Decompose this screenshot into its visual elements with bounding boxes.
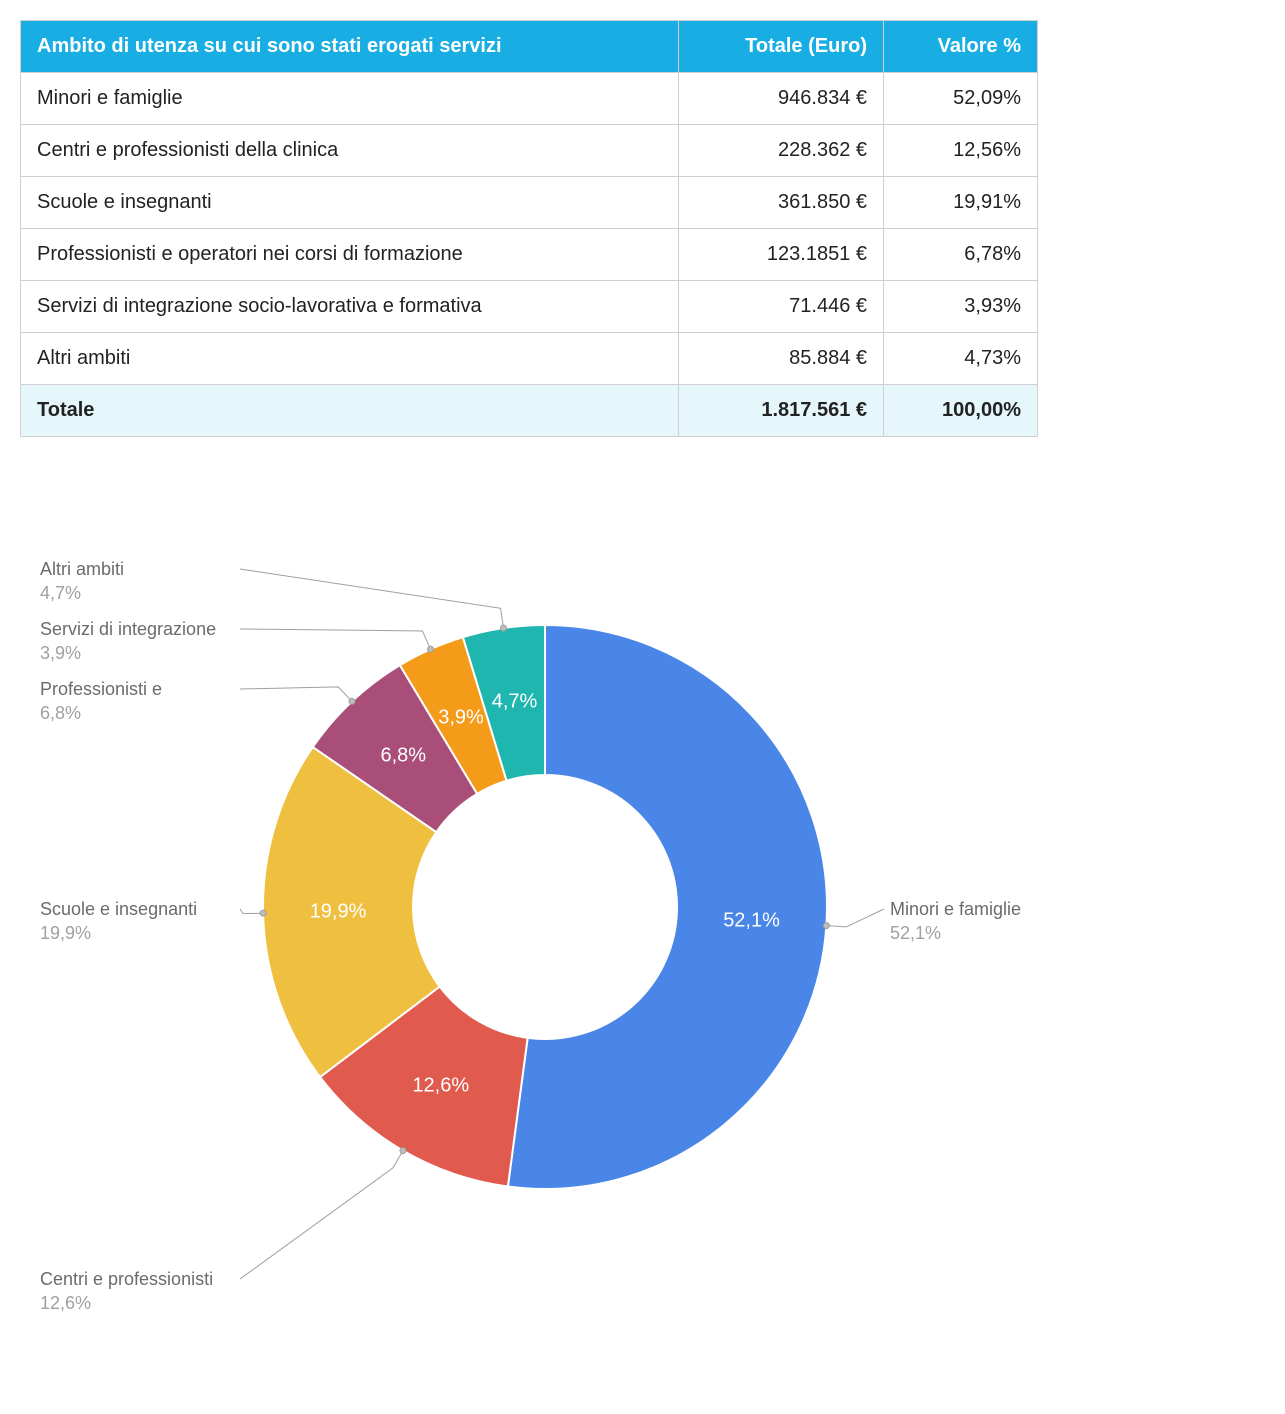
data-table: Ambito di utenza su cui sono stati eroga… xyxy=(20,20,1038,437)
leader-dot xyxy=(260,910,266,916)
leader-dot xyxy=(428,646,434,652)
row-euro: 85.884 € xyxy=(679,333,884,385)
donut-chart: 52,1% 12,6% 19,9% 6,8% 3,9% 4,7% Minori e fam… xyxy=(20,527,1038,1347)
callout-name: Servizi di integrazione xyxy=(40,617,216,641)
slice-pct-label: 52,1% xyxy=(723,909,780,932)
callout: Centri e professionisti12,6% xyxy=(40,1267,213,1316)
callout-name: Minori e famiglie xyxy=(890,897,1021,921)
callout-name: Centri e professionisti xyxy=(40,1267,213,1291)
row-label: Servizi di integrazione socio-lavorativa… xyxy=(21,281,679,333)
row-label: Centri e professionisti della clinica xyxy=(21,125,679,177)
row-euro: 946.834 € xyxy=(679,73,884,125)
callout-name: Scuole e insegnanti xyxy=(40,897,197,921)
table-row: Centri e professionisti della clinica228… xyxy=(21,125,1038,177)
callout-name: Professionisti e xyxy=(40,677,162,701)
row-pct: 4,73% xyxy=(884,333,1038,385)
table-header-row: Ambito di utenza su cui sono stati eroga… xyxy=(21,21,1038,73)
callout: Minori e famiglie52,1% xyxy=(890,897,1021,946)
total-label: Totale xyxy=(21,385,679,437)
leader-dot xyxy=(349,698,355,704)
callout-pct: 12,6% xyxy=(40,1291,213,1315)
leader-line xyxy=(240,687,352,702)
slice-pct-label: 12,6% xyxy=(412,1074,469,1097)
slice-pct-label: 3,9% xyxy=(438,706,484,729)
row-label: Altri ambiti xyxy=(21,333,679,385)
callout: Servizi di integrazione3,9% xyxy=(40,617,216,666)
table-row: Professionisti e operatori nei corsi di … xyxy=(21,229,1038,281)
leader-line xyxy=(240,1151,403,1279)
col-header-ambito: Ambito di utenza su cui sono stati eroga… xyxy=(21,21,679,73)
row-euro: 123.1851 € xyxy=(679,229,884,281)
leader-dot xyxy=(400,1148,406,1154)
slice-pct-label: 6,8% xyxy=(381,745,427,768)
callout-pct: 4,7% xyxy=(40,581,124,605)
row-euro: 228.362 € xyxy=(679,125,884,177)
callout-pct: 52,1% xyxy=(890,921,1021,945)
row-pct: 52,09% xyxy=(884,73,1038,125)
callout: Altri ambiti4,7% xyxy=(40,557,124,606)
table-row: Scuole e insegnanti361.850 €19,91% xyxy=(21,177,1038,229)
row-pct: 19,91% xyxy=(884,177,1038,229)
leader-dot xyxy=(501,625,507,631)
col-header-euro: Totale (Euro) xyxy=(679,21,884,73)
callout-name: Altri ambiti xyxy=(40,557,124,581)
leader-line xyxy=(240,629,431,649)
row-label: Scuole e insegnanti xyxy=(21,177,679,229)
row-pct: 12,56% xyxy=(884,125,1038,177)
callout: Professionisti e6,8% xyxy=(40,677,162,726)
total-euro: 1.817.561 € xyxy=(679,385,884,437)
table-row: Servizi di integrazione socio-lavorativa… xyxy=(21,281,1038,333)
row-pct: 3,93% xyxy=(884,281,1038,333)
row-label: Minori e famiglie xyxy=(21,73,679,125)
leader-line xyxy=(826,909,884,927)
col-header-pct: Valore % xyxy=(884,21,1038,73)
callout: Scuole e insegnanti19,9% xyxy=(40,897,197,946)
row-label: Professionisti e operatori nei corsi di … xyxy=(21,229,679,281)
row-euro: 71.446 € xyxy=(679,281,884,333)
row-euro: 361.850 € xyxy=(679,177,884,229)
leader-line xyxy=(240,569,504,628)
row-pct: 6,78% xyxy=(884,229,1038,281)
callout-pct: 6,8% xyxy=(40,701,162,725)
callout-pct: 19,9% xyxy=(40,921,197,945)
total-pct: 100,00% xyxy=(884,385,1038,437)
table-row: Altri ambiti85.884 €4,73% xyxy=(21,333,1038,385)
leader-dot xyxy=(823,923,829,929)
slice-pct-label: 4,7% xyxy=(492,691,538,714)
table-total-row: Totale1.817.561 €100,00% xyxy=(21,385,1038,437)
slice-pct-label: 19,9% xyxy=(310,900,367,923)
callout-pct: 3,9% xyxy=(40,641,216,665)
table-row: Minori e famiglie946.834 €52,09% xyxy=(21,73,1038,125)
